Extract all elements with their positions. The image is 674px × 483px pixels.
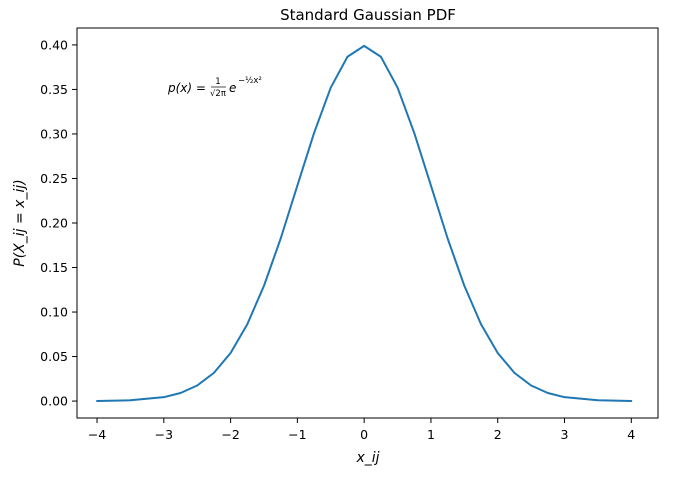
y-tick-label: 0.10 <box>40 305 68 320</box>
x-axis-label: x_ij <box>355 450 379 466</box>
x-tick-label: −1 <box>288 427 306 442</box>
y-tick-label: 0.20 <box>40 216 68 231</box>
x-tick-label: 1 <box>427 427 435 442</box>
x-tick-label: 2 <box>494 427 502 442</box>
formula-lhs: p(x) = <box>167 81 206 95</box>
x-tick-label: −2 <box>221 427 239 442</box>
x-tick-label: −4 <box>88 427 106 442</box>
formula-frac-numerator: 1 <box>215 77 220 87</box>
y-axis-label: P(X_ij = x_ij) <box>12 179 28 266</box>
x-tick-label: 4 <box>627 427 635 442</box>
x-tick-label: −3 <box>155 427 173 442</box>
y-tick-label: 0.05 <box>40 349 68 364</box>
x-tick-label: 0 <box>360 427 368 442</box>
formula-exponent: −½x² <box>238 76 262 86</box>
y-tick-label: 0.35 <box>40 82 68 97</box>
y-tick-label: 0.30 <box>40 126 68 141</box>
series-line-0 <box>96 44 633 402</box>
y-tick-label: 0.15 <box>40 260 68 275</box>
plot-area: −4 −3 −2 −1 0 1 2 3 4 0.00 0.05 0.10 0.15 0.20 0.25 0.3… <box>40 27 659 442</box>
chart-title: Standard Gaussian PDF <box>280 6 456 24</box>
formula-annotation: p(x) = 1 √2π e −½x² <box>167 76 262 99</box>
formula-frac-denominator: √2π <box>210 89 226 99</box>
formula-base: e <box>229 81 236 95</box>
y-tick-label: 0.25 <box>40 171 68 186</box>
x-tick-label: 3 <box>561 427 569 442</box>
y-tick-label: 0.00 <box>40 394 68 409</box>
y-tick-label: 0.40 <box>40 37 68 52</box>
